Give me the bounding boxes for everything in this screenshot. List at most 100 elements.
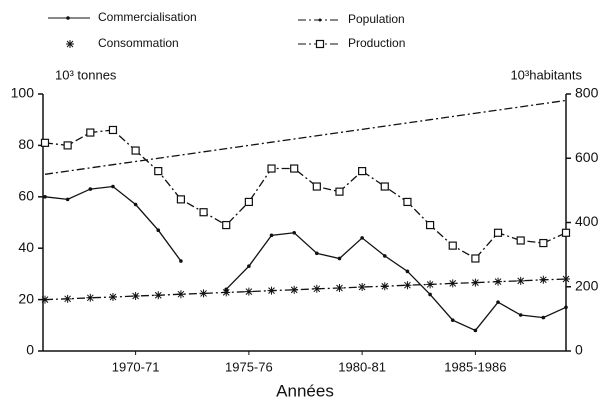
point <box>247 264 251 268</box>
point <box>88 187 93 191</box>
point <box>40 138 50 147</box>
point <box>539 275 548 284</box>
x-tick-label: 1985-1986 <box>444 359 506 374</box>
point <box>267 286 276 295</box>
point <box>154 167 163 176</box>
y-axis-label: 10³ tonnes <box>55 67 117 82</box>
point <box>425 220 435 230</box>
point <box>66 40 74 48</box>
legend-label: Commercialisation <box>98 10 197 24</box>
point <box>267 164 276 173</box>
point <box>131 146 140 155</box>
point <box>360 236 364 240</box>
point <box>315 39 325 49</box>
point <box>358 283 367 292</box>
point <box>380 182 389 191</box>
x-tick-label: 1975-76 <box>225 359 273 374</box>
point <box>494 277 503 286</box>
legend-dot <box>318 18 322 22</box>
point <box>86 128 95 137</box>
point <box>108 293 117 302</box>
point <box>561 228 571 237</box>
y2-tick-label: 200 <box>575 277 599 293</box>
point <box>133 202 138 207</box>
point <box>199 289 208 298</box>
y-tick-label: 60 <box>18 188 34 204</box>
point <box>335 284 344 293</box>
point <box>63 294 72 303</box>
point <box>312 182 321 191</box>
point <box>335 187 344 196</box>
x-axis-label: Années <box>276 381 334 400</box>
x-tick-label: 1970-71 <box>112 359 160 374</box>
series-line <box>44 99 567 175</box>
point <box>315 251 319 256</box>
y-tick-label: 20 <box>18 290 34 306</box>
point <box>382 254 387 258</box>
point <box>179 259 183 263</box>
point <box>156 228 161 233</box>
y-tick-label: 0 <box>26 342 34 358</box>
series-line <box>44 185 567 332</box>
y2-tick-label: 0 <box>575 342 583 358</box>
point <box>493 228 503 237</box>
point <box>516 236 525 245</box>
point <box>176 290 185 299</box>
point <box>403 197 412 207</box>
point <box>269 233 274 238</box>
point <box>518 313 523 317</box>
point <box>426 280 435 289</box>
point <box>450 318 455 322</box>
point <box>358 167 367 176</box>
y-tick-label: 40 <box>18 239 34 255</box>
point <box>312 284 321 293</box>
point <box>292 230 296 235</box>
point <box>290 164 299 173</box>
point <box>496 300 500 304</box>
point <box>403 281 412 290</box>
point <box>86 293 95 302</box>
point <box>244 197 253 207</box>
point <box>428 292 432 297</box>
y2-tick-label: 600 <box>575 149 599 165</box>
series-line <box>44 278 567 301</box>
legend-label: Consommation <box>98 36 179 50</box>
point <box>448 241 457 250</box>
y2-axis-label: 10³habitants <box>510 67 582 82</box>
x-tick-label: 1980-81 <box>338 359 386 374</box>
point <box>108 125 118 135</box>
point <box>222 220 231 230</box>
y2-tick-label: 400 <box>575 213 599 229</box>
point <box>380 282 389 291</box>
legend-label: Production <box>348 36 405 50</box>
point <box>65 197 70 202</box>
point <box>222 288 231 297</box>
y-tick-label: 80 <box>18 136 34 152</box>
point <box>405 269 410 274</box>
point <box>290 285 299 294</box>
point <box>471 254 480 263</box>
point <box>473 328 478 333</box>
point <box>564 305 568 310</box>
point <box>562 275 570 284</box>
y-tick-label: 100 <box>11 85 35 101</box>
legend-label: Population <box>348 12 405 26</box>
y2-tick-label: 800 <box>575 85 599 101</box>
point <box>43 195 47 199</box>
point <box>448 279 457 288</box>
point <box>131 292 140 301</box>
point <box>66 16 70 20</box>
point <box>516 276 525 285</box>
point <box>541 315 546 320</box>
point <box>539 238 548 248</box>
point <box>154 291 163 300</box>
point <box>176 195 186 204</box>
point <box>244 287 253 296</box>
point <box>199 208 208 217</box>
point <box>41 295 49 304</box>
point <box>337 256 342 261</box>
point <box>63 141 72 150</box>
point <box>471 278 480 287</box>
point <box>111 184 115 189</box>
